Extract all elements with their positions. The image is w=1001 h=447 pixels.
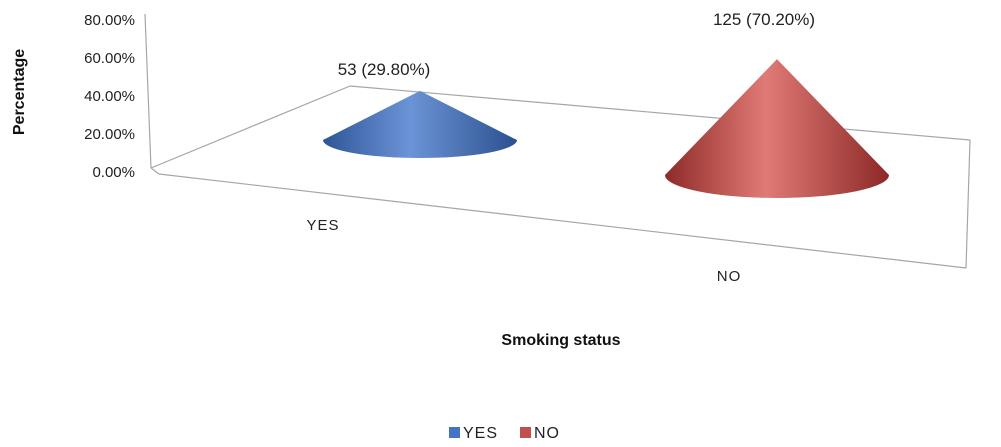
legend-swatch-no [520, 427, 531, 438]
floor-left-edge [150, 167, 160, 175]
back-wall-left-edge [144, 13, 152, 169]
y-axis: 80.00% 60.00% 40.00% 20.00% 0.00% [84, 12, 135, 181]
y-axis-title: Percentage [11, 49, 28, 135]
cone-no [665, 59, 889, 198]
data-label-no: 125 (70.20%) [713, 10, 815, 29]
cone-yes [323, 90, 517, 158]
category-label-no: NO [717, 268, 742, 285]
plot-frame [144, 13, 971, 269]
y-tick-label: 40.00% [84, 88, 135, 105]
back-wall-bottom-edge [150, 85, 351, 169]
floor-front-edge [158, 173, 967, 269]
category-label-yes: YES [306, 217, 339, 234]
y-tick-label: 0.00% [92, 164, 135, 181]
cone-series [323, 59, 889, 198]
legend-label-yes: YES [463, 425, 498, 442]
y-tick-label: 80.00% [84, 12, 135, 29]
y-tick-label: 20.00% [84, 126, 135, 143]
legend-swatch-yes [449, 427, 460, 438]
y-tick-label: 60.00% [84, 50, 135, 67]
floor-back-edge [349, 85, 971, 141]
floor-right-edge [965, 139, 971, 269]
data-label-yes: 53 (29.80%) [338, 60, 431, 79]
legend: YES NO [449, 425, 560, 442]
legend-label-no: NO [534, 425, 560, 442]
x-axis-title: Smoking status [501, 332, 620, 349]
